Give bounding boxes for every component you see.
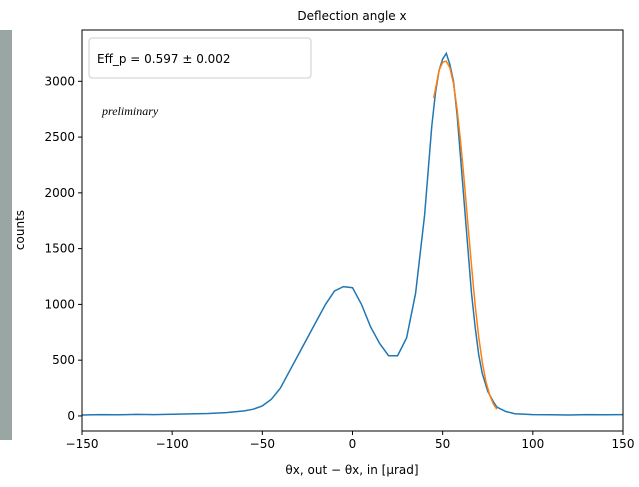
x-tick-label: −150 bbox=[66, 437, 99, 451]
y-tick-label: 0 bbox=[67, 409, 75, 423]
annotation: preliminary bbox=[101, 104, 159, 118]
plot-frame bbox=[81, 29, 624, 432]
data-line bbox=[432, 60, 498, 410]
y-tick-label: 500 bbox=[52, 353, 75, 367]
x-tick-label: 50 bbox=[435, 437, 450, 451]
x-tick-label: 0 bbox=[349, 437, 357, 451]
y-tick-label: 2500 bbox=[44, 130, 75, 144]
annotation-box bbox=[88, 37, 312, 79]
chart-title: Deflection angle x bbox=[297, 9, 406, 23]
background-strip bbox=[0, 30, 12, 440]
x-tick-label: −50 bbox=[250, 437, 275, 451]
y-tick-label: 2000 bbox=[44, 186, 75, 200]
y-tick-label: 1500 bbox=[44, 242, 75, 256]
y-axis-label: counts bbox=[13, 210, 27, 250]
x-axis-label: θx, out − θx, in [μrad] bbox=[285, 463, 418, 477]
y-tick-label: 3000 bbox=[44, 74, 75, 88]
x-tick-label: 150 bbox=[612, 437, 635, 451]
x-tick-label: 100 bbox=[521, 437, 544, 451]
x-tick-label: −100 bbox=[156, 437, 189, 451]
y-tick-label: 1000 bbox=[44, 297, 75, 311]
annotation: Eff_p = 0.597 ± 0.002 bbox=[97, 52, 231, 66]
data-line bbox=[81, 51, 624, 416]
